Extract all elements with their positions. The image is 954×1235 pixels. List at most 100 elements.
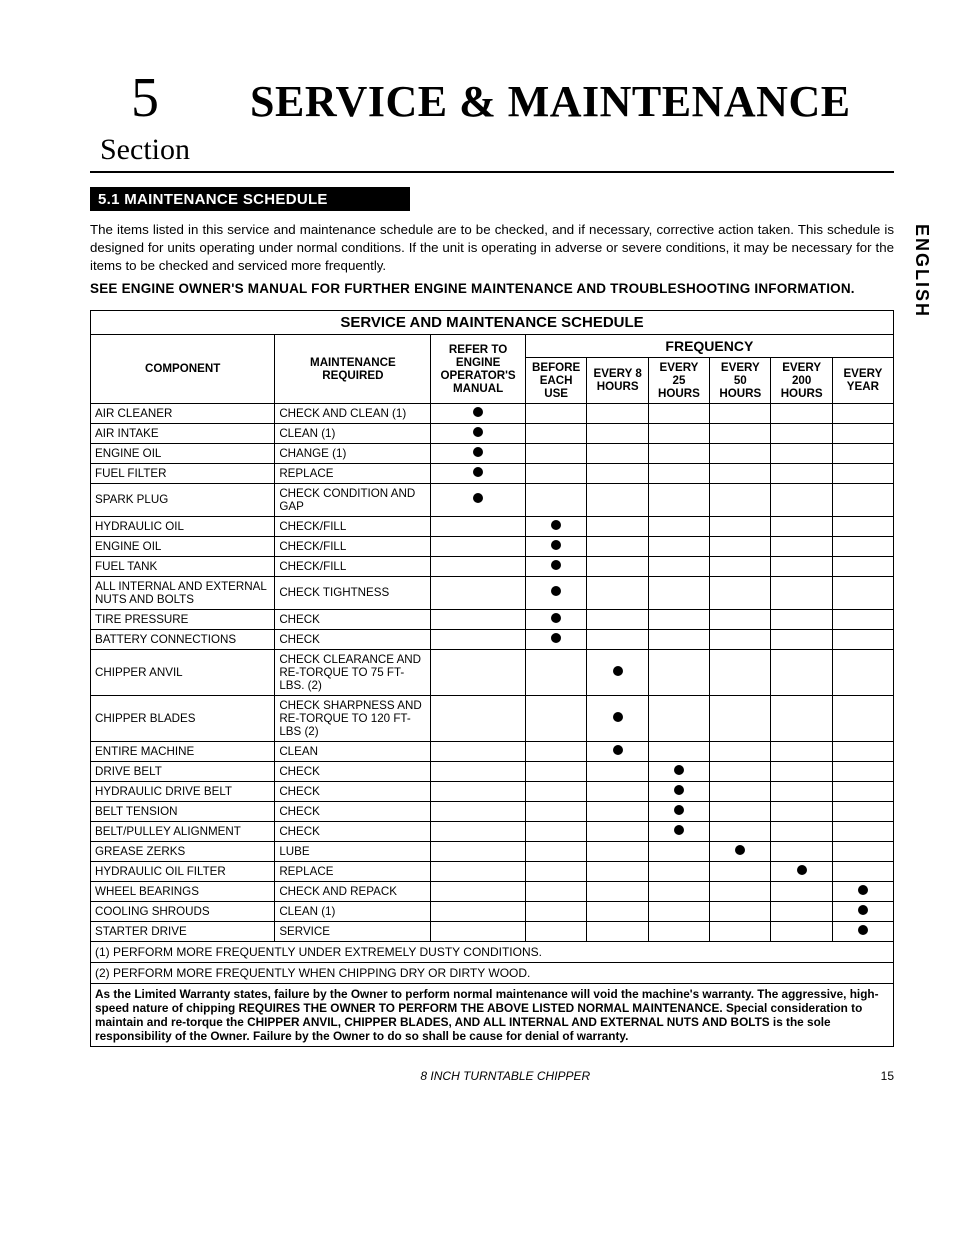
freq-cell xyxy=(587,463,648,483)
freq-cell xyxy=(771,861,832,881)
freq-cell xyxy=(710,901,771,921)
freq-cell xyxy=(648,576,709,609)
section-number: 5 xyxy=(90,70,200,126)
table-row: GREASE ZERKSLUBE xyxy=(91,841,894,861)
main-title: Service & Maintenance xyxy=(250,76,851,127)
dot-icon xyxy=(551,560,561,570)
table-row: BELT TENSIONCHECK xyxy=(91,801,894,821)
dot-icon xyxy=(473,493,483,503)
freq-cell xyxy=(525,901,587,921)
freq-cell xyxy=(431,576,525,609)
freq-col-2: EVERY 25 HOURS xyxy=(648,357,709,403)
freq-cell xyxy=(587,921,648,941)
freq-cell xyxy=(525,423,587,443)
freq-cell xyxy=(587,516,648,536)
freq-cell xyxy=(587,741,648,761)
table-row: FUEL TANKCHECK/FILL xyxy=(91,556,894,576)
freq-cell xyxy=(587,443,648,463)
table-row: HYDRAULIC OIL FILTERREPLACE xyxy=(91,861,894,881)
freq-cell xyxy=(525,483,587,516)
maintenance-cell: CHECK CLEARANCE AND RE-TORQUE TO 75 FT-L… xyxy=(275,649,431,695)
freq-cell xyxy=(710,781,771,801)
freq-cell xyxy=(587,841,648,861)
maintenance-cell: CHECK xyxy=(275,629,431,649)
intro-paragraph: The items listed in this service and mai… xyxy=(90,221,894,275)
freq-cell xyxy=(525,536,587,556)
table-row: CHIPPER BLADESCHECK SHARPNESS AND RE-TOR… xyxy=(91,695,894,741)
component-cell: STARTER DRIVE xyxy=(91,921,275,941)
freq-cell xyxy=(771,443,832,463)
freq-cell xyxy=(525,403,587,423)
freq-cell xyxy=(525,609,587,629)
freq-cell xyxy=(648,901,709,921)
freq-cell xyxy=(771,841,832,861)
component-cell: FUEL FILTER xyxy=(91,463,275,483)
freq-cell xyxy=(431,921,525,941)
component-cell: HYDRAULIC DRIVE BELT xyxy=(91,781,275,801)
footnote-row-1: (1) PERFORM MORE FREQUENTLY UNDER EXTREM… xyxy=(91,941,894,962)
freq-cell xyxy=(832,629,893,649)
freq-cell xyxy=(525,556,587,576)
freq-cell xyxy=(431,483,525,516)
freq-cell xyxy=(710,403,771,423)
component-cell: SPARK PLUG xyxy=(91,483,275,516)
freq-cell xyxy=(431,695,525,741)
freq-cell xyxy=(832,761,893,781)
warranty-row: As the Limited Warranty states, failure … xyxy=(91,983,894,1046)
freq-cell xyxy=(431,423,525,443)
freq-cell xyxy=(710,443,771,463)
freq-cell xyxy=(832,463,893,483)
freq-cell xyxy=(431,556,525,576)
maintenance-cell: CHECK/FILL xyxy=(275,516,431,536)
maintenance-cell: CHECK/FILL xyxy=(275,536,431,556)
freq-cell xyxy=(648,516,709,536)
freq-cell xyxy=(587,695,648,741)
freq-cell xyxy=(710,695,771,741)
maintenance-cell: CHECK AND REPACK xyxy=(275,881,431,901)
table-row: TIRE PRESSURECHECK xyxy=(91,609,894,629)
freq-cell xyxy=(587,536,648,556)
freq-cell xyxy=(431,649,525,695)
component-cell: GREASE ZERKS xyxy=(91,841,275,861)
freq-cell xyxy=(431,741,525,761)
component-cell: AIR CLEANER xyxy=(91,403,275,423)
table-row: SPARK PLUGCHECK CONDITION AND GAP xyxy=(91,483,894,516)
freq-cell xyxy=(710,761,771,781)
language-label: ENGLISH xyxy=(911,224,932,318)
warranty-text: As the Limited Warranty states, failure … xyxy=(91,983,894,1046)
freq-cell xyxy=(587,483,648,516)
table-row: BATTERY CONNECTIONSCHECK xyxy=(91,629,894,649)
freq-cell xyxy=(431,901,525,921)
freq-cell xyxy=(525,463,587,483)
freq-cell xyxy=(771,741,832,761)
freq-cell xyxy=(648,741,709,761)
freq-cell xyxy=(648,483,709,516)
table-row: ENGINE OILCHECK/FILL xyxy=(91,536,894,556)
freq-cell xyxy=(525,516,587,536)
maintenance-cell: CHECK xyxy=(275,781,431,801)
freq-cell xyxy=(587,821,648,841)
freq-cell xyxy=(832,649,893,695)
freq-cell xyxy=(431,821,525,841)
freq-cell xyxy=(832,576,893,609)
component-cell: HYDRAULIC OIL xyxy=(91,516,275,536)
freq-col-4: EVERY 200 HOURS xyxy=(771,357,832,403)
dot-icon xyxy=(858,905,868,915)
component-cell: CHIPPER ANVIL xyxy=(91,649,275,695)
maintenance-cell: CHECK TIGHTNESS xyxy=(275,576,431,609)
freq-cell xyxy=(431,536,525,556)
freq-cell xyxy=(525,861,587,881)
freq-cell xyxy=(771,801,832,821)
maintenance-cell: CHECK AND CLEAN (1) xyxy=(275,403,431,423)
table-row: FUEL FILTERREPLACE xyxy=(91,463,894,483)
dot-icon xyxy=(473,427,483,437)
dot-icon xyxy=(551,633,561,643)
freq-cell xyxy=(525,841,587,861)
freq-cell xyxy=(648,536,709,556)
freq-cell xyxy=(832,881,893,901)
freq-cell xyxy=(710,801,771,821)
freq-cell xyxy=(832,861,893,881)
footer-title: 8 INCH TURNTABLE CHIPPER xyxy=(130,1069,881,1083)
freq-cell xyxy=(771,695,832,741)
table-row: STARTER DRIVESERVICE xyxy=(91,921,894,941)
